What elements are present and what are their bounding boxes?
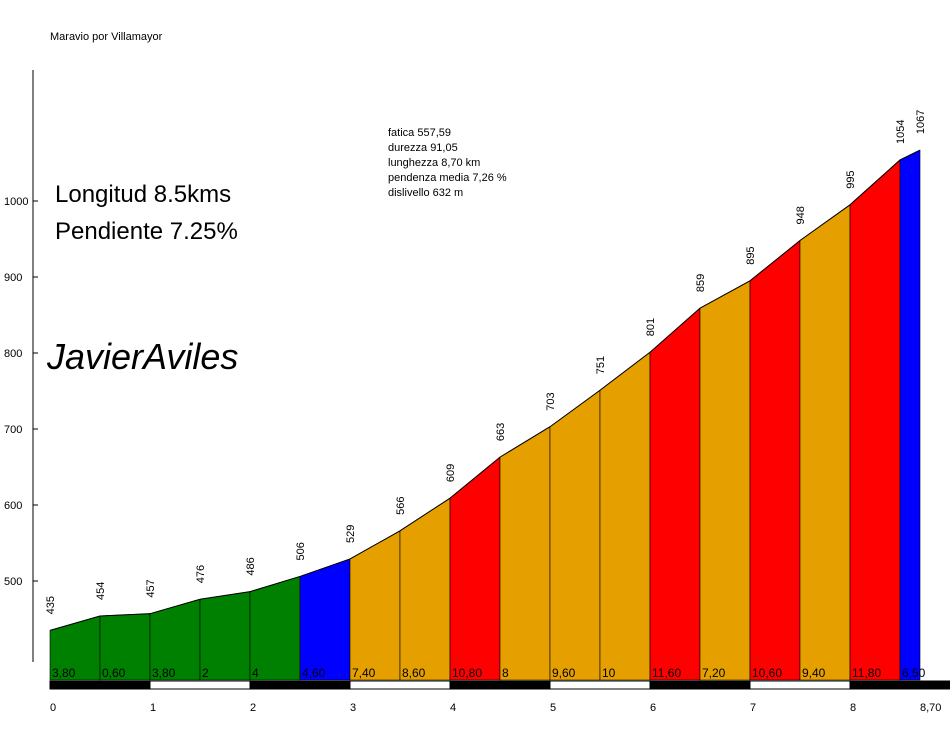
labels-group: 3,80 0,60 3,80 2 4 4,60 7,40 8,60 10,80 8 9,60 10 11… (45, 110, 927, 680)
elevation-label: 751 (595, 356, 607, 374)
x-tick-label: 8,70 (920, 702, 941, 714)
segment-area (249, 576, 301, 681)
chart-title: Maravio por Villamayor (50, 31, 163, 43)
elevation-label: 948 (795, 206, 807, 224)
segment-area (449, 456, 501, 681)
segment-gradient-label: 10 (602, 666, 616, 680)
profile-line (49, 149, 921, 631)
x-tick-label: 4 (450, 702, 456, 714)
segment-gradient-label: 0,60 (102, 666, 126, 680)
distance-bar-block (49, 680, 151, 690)
segment-gradient-label: 4 (252, 666, 259, 680)
segment-area (899, 149, 921, 681)
x-tick-label: 7 (750, 702, 756, 714)
elevation-label: 476 (195, 565, 207, 583)
distance-bar-block (249, 680, 351, 690)
y-tick-label: 1000 (4, 196, 28, 208)
x-tick-label: 5 (550, 702, 556, 714)
elevation-label: 859 (695, 274, 707, 292)
y-tick-label: 900 (4, 272, 22, 284)
elevation-label: 1054 (895, 119, 907, 143)
stat-fatica: fatica 557,59 (388, 127, 451, 139)
elevation-label: 609 (445, 464, 457, 482)
segment-area (349, 530, 401, 681)
elevation-label: 895 (745, 246, 757, 264)
segment-gradient-label: 8 (502, 666, 509, 680)
overlay-gradient: Pendiente 7.25% (55, 218, 238, 245)
elevation-label: 435 (45, 596, 57, 614)
x-tick-label: 2 (250, 702, 256, 714)
stat-durezza: durezza 91,05 (388, 142, 458, 154)
elevation-label: 663 (495, 423, 507, 441)
elevation-label: 1067 (915, 110, 927, 134)
segment-area (599, 351, 651, 681)
elevation-label: 529 (345, 525, 357, 543)
segment-gradient-label: 9,40 (802, 666, 826, 680)
segment-gradient-label: 8,60 (402, 666, 426, 680)
segment-gradient-label: 3,80 (52, 666, 76, 680)
y-tick-label: 500 (4, 576, 22, 588)
segment-gradient-label: 9,60 (552, 666, 576, 680)
y-tick-label: 700 (4, 424, 22, 436)
segment-area (849, 159, 901, 681)
distance-bar-block (849, 680, 950, 690)
segment-area (749, 239, 801, 681)
segment-gradient-label: 10,80 (452, 666, 482, 680)
stats-block: fatica 557,59 durezza 91,05 lunghezza 8,… (388, 126, 507, 201)
segment-gradient-label: 3,80 (152, 666, 176, 680)
segment-area (699, 280, 751, 681)
distance-bar-block (649, 680, 751, 690)
stat-lunghezza: lunghezza 8,70 km (388, 157, 481, 169)
elevation-label: 454 (95, 582, 107, 600)
x-tick-label: 3 (350, 702, 356, 714)
x-tick-label: 8 (850, 702, 856, 714)
author-watermark: JavierAviles (47, 336, 239, 377)
distance-bar-block (549, 680, 651, 690)
distance-bar-block (149, 680, 251, 690)
elevation-label: 486 (245, 557, 257, 575)
overlay-summary: Longitud 8.5kms Pendiente 7.25% (55, 176, 238, 250)
x-tick-label: 6 (650, 702, 656, 714)
overlay-length: Longitud 8.5kms (55, 181, 232, 208)
x-tick-label: 0 (50, 702, 56, 714)
axes-group: 500 600 700 800 900 1000 0 1 2 3 4 5 6 7 8 8,70 (4, 70, 950, 714)
distance-bar-block (349, 680, 451, 690)
segment-gradient-label: 11,80 (852, 666, 881, 680)
y-tick-label: 800 (4, 348, 22, 360)
segment-gradient-label: 2 (202, 666, 209, 680)
x-tick-label: 1 (150, 702, 156, 714)
segment-gradient-label: 7,20 (702, 666, 726, 680)
elevation-label: 995 (845, 170, 857, 188)
stat-dislivello: dislivello 632 m (388, 187, 464, 199)
segment-gradient-label: 10,60 (752, 666, 782, 680)
segment-group (49, 149, 921, 681)
segment-area (649, 307, 701, 681)
distance-bar-block (449, 680, 551, 690)
elevation-label: 801 (645, 318, 657, 336)
segment-gradient-label: 6,50 (902, 666, 926, 680)
distance-bar-block (749, 680, 851, 690)
elevation-label: 566 (395, 496, 407, 514)
segment-gradient-label: 7,40 (352, 666, 376, 680)
segment-area (799, 204, 851, 681)
segment-gradient-label: 11,60 (652, 666, 681, 680)
elevation-label: 457 (145, 579, 157, 597)
elevation-label: 506 (295, 542, 307, 560)
segment-area (549, 389, 601, 681)
y-tick-label: 600 (4, 500, 22, 512)
segment-area (499, 426, 551, 681)
segment-gradient-label: 4,60 (302, 666, 326, 680)
stat-pendenza: pendenza media 7,26 % (388, 172, 507, 184)
segment-area (299, 558, 351, 681)
elevation-label: 703 (545, 392, 557, 410)
